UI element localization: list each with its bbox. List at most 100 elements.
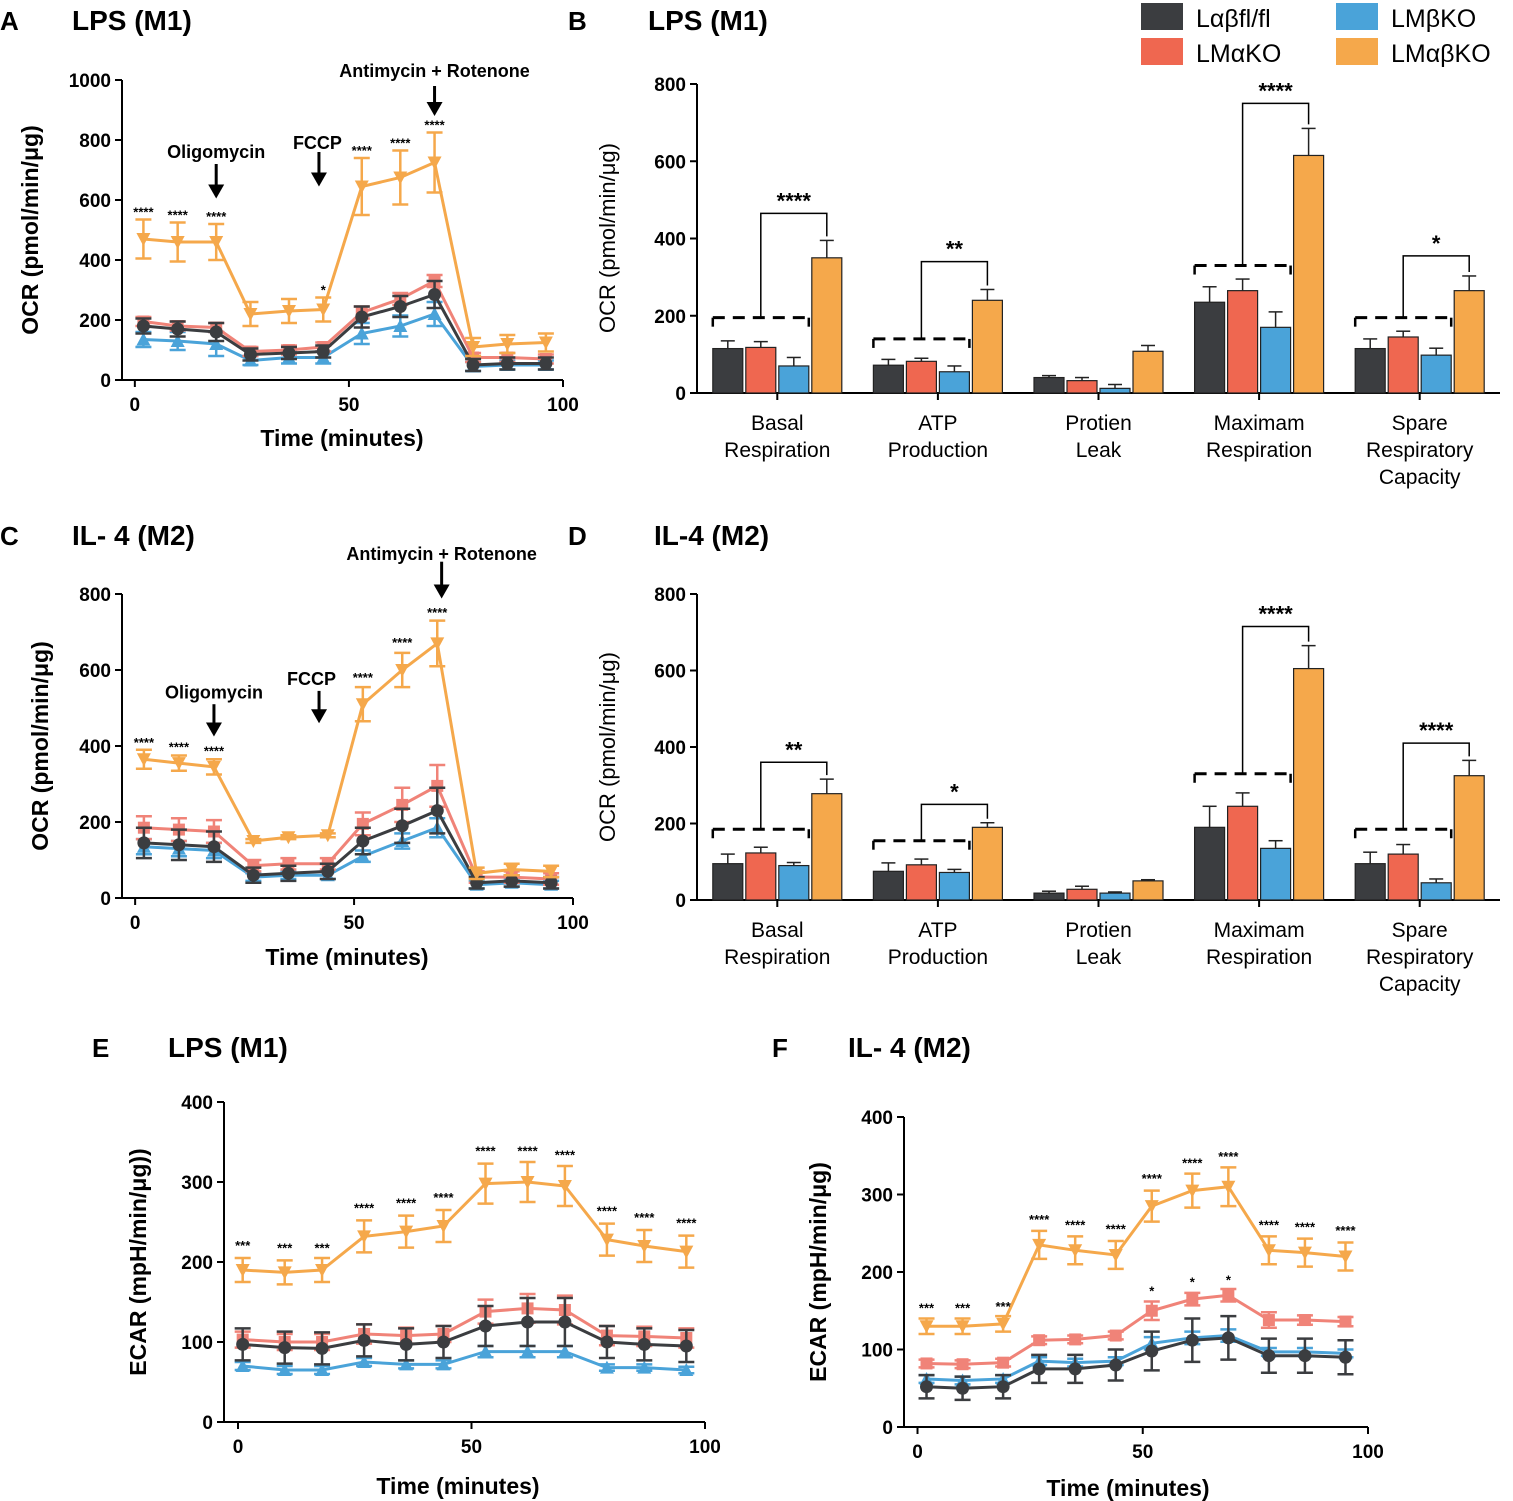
series-LMβKO	[135, 300, 554, 373]
panel-letter: F	[772, 1033, 788, 1063]
significance-label: *	[1190, 1275, 1196, 1290]
panel-e: E LPS (M1) 0 100 200 300 400 0 50 100 Time (minute…	[92, 1032, 721, 1499]
significance-label: ***	[919, 1300, 935, 1315]
marker	[599, 1233, 614, 1247]
chart-title: LPS (M1)	[72, 5, 192, 36]
y-tick-label: 800	[79, 131, 111, 152]
series-LMαKO	[918, 1287, 1354, 1371]
marker	[246, 835, 261, 848]
marker	[1297, 1246, 1312, 1260]
panel-b: B LPS (M1) 0 200 400 600 800 OCR (pmol/min/μg) B…	[568, 5, 1500, 489]
bar	[745, 852, 777, 901]
significance-label: ****	[427, 605, 448, 620]
marker	[1145, 1304, 1158, 1317]
marker	[557, 1344, 572, 1358]
marker	[1069, 1333, 1082, 1346]
marker	[243, 308, 258, 321]
marker	[1298, 1349, 1312, 1363]
significance-label: ****	[1065, 1217, 1086, 1232]
y-axis-label: OCR (pmol/min/μg)	[17, 125, 43, 335]
marker	[235, 1359, 250, 1372]
bar	[872, 870, 905, 901]
x-tick-label: 0	[233, 1437, 244, 1458]
marker	[236, 1337, 250, 1351]
significance-label: ****	[555, 1148, 576, 1163]
marker	[679, 1339, 693, 1353]
bar	[712, 347, 744, 394]
marker	[544, 876, 558, 890]
category-label: Respiratory	[1366, 439, 1474, 462]
category-label: Maximam	[1214, 919, 1305, 942]
marker	[436, 1335, 450, 1349]
marker	[920, 1380, 934, 1394]
marker	[427, 156, 442, 170]
comparison-bracket	[1402, 255, 1470, 318]
bar	[1453, 290, 1485, 394]
series-line	[926, 1334, 1346, 1383]
chart-title: IL-4 (M2)	[654, 520, 769, 551]
significance-label: ***	[314, 1240, 330, 1255]
y-tick-label: 200	[79, 813, 111, 834]
y-tick-label: 600	[79, 661, 111, 682]
arrow-head	[311, 709, 328, 724]
treatment-label: FCCP	[287, 669, 336, 689]
marker	[277, 1363, 292, 1376]
category-label: Spare	[1392, 919, 1448, 942]
series-line	[143, 640, 552, 875]
significance-label: ****	[352, 143, 373, 158]
series-Lαβfl/fl	[918, 1314, 1354, 1402]
marker	[207, 840, 221, 854]
x-tick-label: 0	[130, 395, 141, 416]
significance-label: *	[1432, 231, 1441, 256]
series-LMαβKO	[918, 1166, 1354, 1336]
bar	[1132, 350, 1164, 394]
y-tick-label: 800	[79, 585, 111, 606]
arrow-head	[426, 102, 443, 116]
legend-label: Lαβfl/fl	[1196, 5, 1271, 33]
marker	[357, 1230, 372, 1244]
bar	[1292, 154, 1325, 394]
comparison-bracket	[1402, 742, 1470, 830]
significance-label: ****	[517, 1144, 538, 1159]
chart-title: LPS (M1)	[648, 5, 768, 36]
bar	[1132, 880, 1164, 901]
x-tick-label: 100	[689, 1437, 721, 1458]
marker	[354, 326, 369, 340]
marker	[1262, 1349, 1276, 1363]
significance-label: ****	[354, 1200, 375, 1215]
significance-label: ****	[777, 188, 812, 213]
marker	[243, 348, 257, 361]
chart-title: LPS (M1)	[168, 1032, 288, 1063]
x-tick-label: 100	[1352, 1442, 1384, 1463]
category-label: Respiration	[1206, 946, 1312, 969]
treatment-label: Oligomycin	[167, 142, 265, 162]
bar	[1066, 380, 1098, 394]
significance-label: **	[785, 737, 803, 762]
y-tick-label: 400	[861, 1108, 893, 1129]
series-line	[926, 1185, 1346, 1328]
significance-label: ****	[390, 136, 411, 151]
category-label: Respiration	[1206, 439, 1312, 462]
y-axis-label: ECAR (mpH/min/μg))	[125, 1148, 151, 1375]
marker	[355, 310, 369, 324]
category-label: ATP	[918, 412, 957, 435]
marker	[466, 358, 480, 372]
category-label: ATP	[918, 919, 957, 942]
marker	[997, 1356, 1010, 1369]
y-tick-label: 800	[654, 75, 686, 96]
marker	[281, 831, 296, 845]
marker	[478, 1177, 493, 1191]
marker	[278, 1341, 292, 1355]
marker	[1221, 1331, 1235, 1345]
marker	[539, 357, 553, 370]
significance-label: ****	[475, 1144, 496, 1159]
marker	[679, 1245, 694, 1259]
bar	[1292, 667, 1325, 901]
bar	[1099, 387, 1131, 394]
marker	[321, 864, 335, 878]
marker	[637, 1360, 652, 1374]
marker	[637, 1337, 651, 1351]
x-tick-label: 100	[547, 395, 579, 416]
marker	[1068, 1362, 1082, 1376]
marker	[505, 874, 519, 888]
